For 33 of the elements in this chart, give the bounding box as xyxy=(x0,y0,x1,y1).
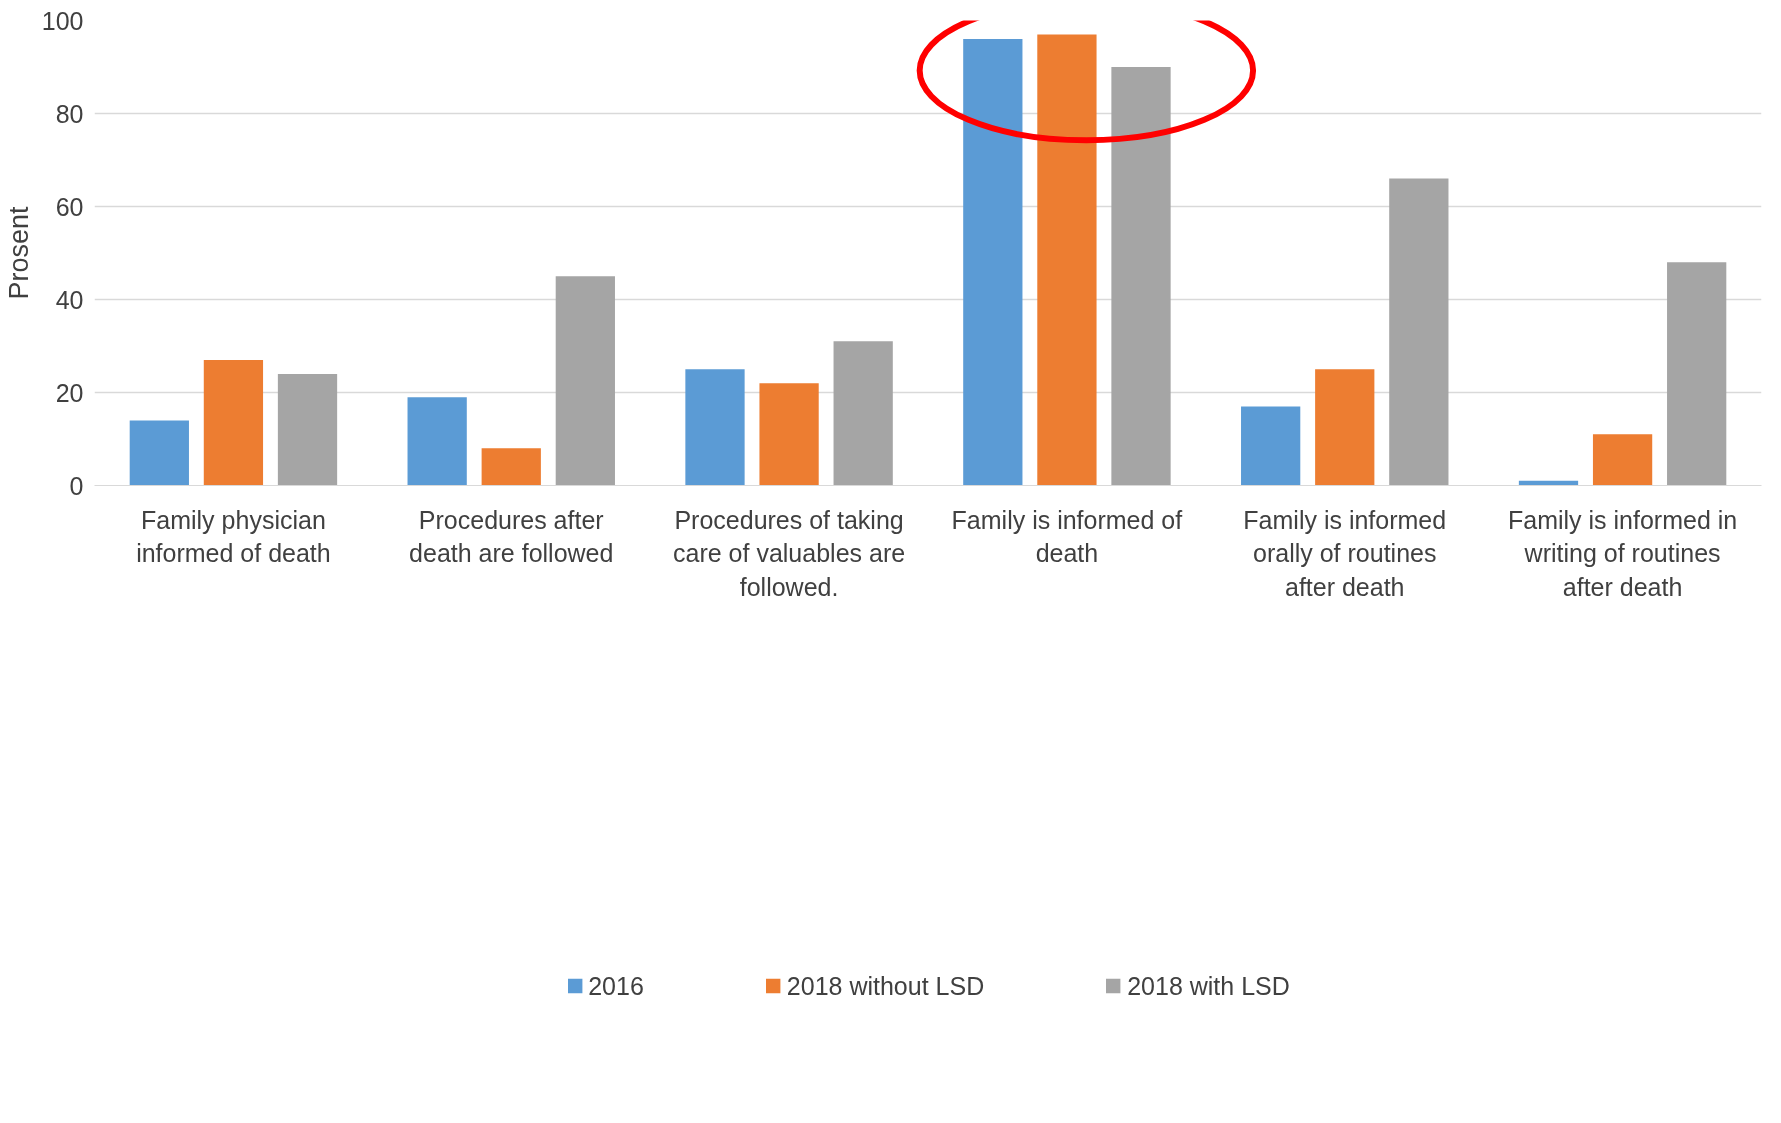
bar xyxy=(963,39,1023,486)
bar xyxy=(1037,34,1097,486)
bar xyxy=(1111,67,1171,486)
bar xyxy=(1241,406,1301,486)
bar xyxy=(407,397,467,486)
legend-label: 2016 xyxy=(588,971,644,1001)
x-tick-label: Family physician informed of death xyxy=(136,505,331,568)
bar xyxy=(833,341,893,486)
y-tick-label: 60 xyxy=(55,192,84,221)
x-tick-label: Procedures after death are followed xyxy=(409,505,614,568)
bar xyxy=(277,373,338,486)
legend-label: 2018 without LSD xyxy=(786,971,985,1001)
bar xyxy=(685,369,745,486)
bar xyxy=(481,448,541,486)
bar xyxy=(129,420,189,486)
x-tick-label: Family is informed in writing of routines after death xyxy=(1507,505,1738,601)
bar xyxy=(759,383,819,486)
bar xyxy=(1389,178,1449,486)
bar xyxy=(555,276,615,486)
bar xyxy=(203,359,264,486)
x-tick-label: Family is informed orally of routines after death xyxy=(1243,505,1447,601)
bar xyxy=(1592,434,1653,486)
y-tick-label: 40 xyxy=(55,285,84,314)
bar xyxy=(1667,262,1727,486)
y-tick-label: 100 xyxy=(41,6,84,35)
bar xyxy=(1315,369,1375,486)
y-tick-label: 0 xyxy=(69,471,84,500)
x-tick-label: Family is informed of death xyxy=(951,505,1183,568)
x-tick-label: Procedures of taking care of valuables are followed. xyxy=(673,505,906,601)
legend-label: 2018 with LSD xyxy=(1127,971,1290,1001)
y-tick-label: 20 xyxy=(55,378,84,407)
y-tick-label: 80 xyxy=(55,99,84,128)
y-axis-title: Prosent xyxy=(3,205,34,300)
